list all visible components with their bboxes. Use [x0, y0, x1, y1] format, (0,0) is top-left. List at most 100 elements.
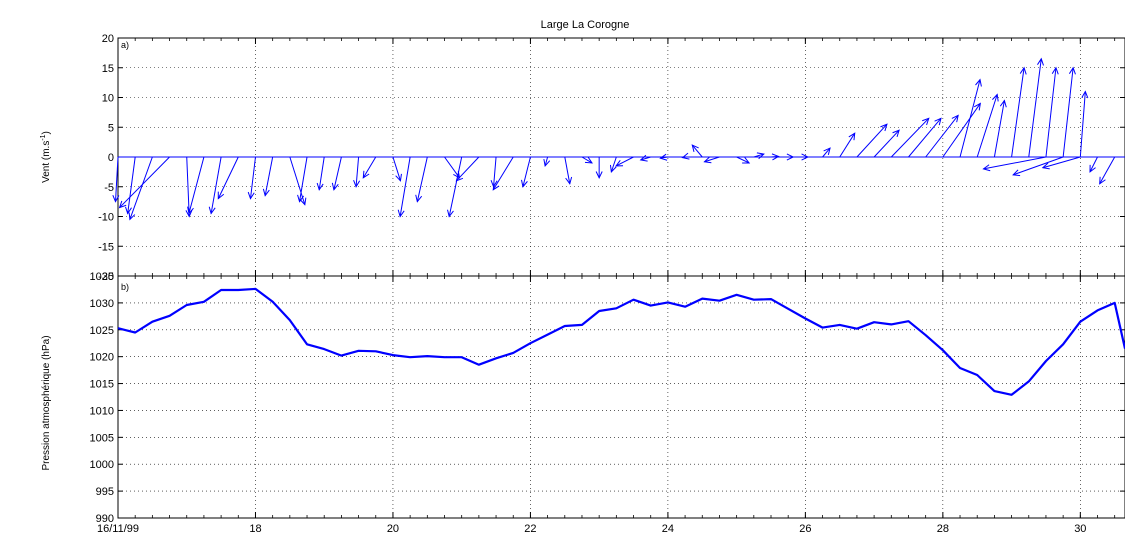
pressure-ytick-label: 1000 — [90, 459, 114, 471]
wind-vector-head — [982, 164, 991, 172]
wind-vector-head — [1089, 164, 1096, 173]
wind-vector-head — [1099, 176, 1106, 185]
wind-vector — [942, 102, 981, 158]
wind-vector — [492, 156, 514, 191]
wind-vector — [297, 156, 308, 203]
wind-vector-head — [112, 194, 120, 203]
pressure-ytick-label: 1005 — [90, 432, 114, 444]
wind-vector — [581, 156, 593, 164]
wind-vector — [839, 132, 856, 158]
wind-vectors — [112, 57, 1125, 221]
wind-vector-head — [1081, 90, 1089, 99]
wind-vector-head — [922, 117, 930, 126]
wind-vector — [681, 152, 690, 160]
wind-vector-shaft — [1045, 67, 1057, 158]
wind-vector — [1041, 156, 1081, 170]
wind-vector-shaft — [873, 129, 900, 158]
wind-vector-head — [331, 182, 339, 191]
wind-vector-head — [247, 191, 255, 200]
wind-vector-head — [992, 93, 999, 102]
wind-vector-shaft — [753, 153, 764, 158]
wind-vector-shaft — [983, 156, 1047, 170]
wind-vector-shaft — [1062, 67, 1074, 158]
wind-vector — [1099, 156, 1116, 185]
wind-vector-shaft — [942, 103, 981, 158]
pressure-ytick-label: 1030 — [90, 298, 114, 310]
wind-vector-shaft — [362, 156, 377, 179]
wind-vector-head — [880, 123, 888, 132]
wind-vector-head — [415, 194, 423, 203]
wind-vector-shaft — [444, 156, 460, 179]
wind-vector — [703, 156, 720, 164]
wind-vector-shaft — [640, 156, 651, 161]
wind-ylabel-sup: -1 — [40, 134, 47, 140]
wind-vector — [786, 153, 795, 161]
wind-vector-head — [691, 144, 699, 153]
pressure-xtick-label: 30 — [1074, 523, 1086, 535]
pressure-axis: 990 995 1000 1005 1010 1015 1020 1025 1030 1035 16… — [90, 271, 1125, 535]
wind-vector-shaft — [1089, 156, 1098, 173]
wind-vector-shaft — [544, 156, 549, 167]
wind-vector-head — [125, 206, 132, 215]
wind-vector-shaft — [210, 156, 222, 214]
wind-vector — [185, 156, 193, 218]
pressure-xtick-label: 16/11/99 — [97, 523, 139, 535]
wind-vector-head — [951, 114, 959, 123]
wind-vector-shaft — [615, 156, 634, 167]
wind-vector-shaft — [249, 156, 256, 199]
wind-vector — [908, 117, 942, 158]
wind-vector-shaft — [908, 118, 942, 158]
wind-ytick-label: -15 — [98, 241, 114, 253]
wind-vector-head — [208, 206, 216, 215]
wind-vector — [976, 93, 999, 158]
wind-vector-shaft — [115, 156, 119, 202]
wind-vector — [362, 156, 377, 179]
wind-ylabel-main: Vent (m.s — [41, 141, 52, 183]
wind-vector-shaft — [822, 147, 831, 158]
wind-vector-shaft — [493, 156, 497, 187]
wind-vector-head — [615, 160, 624, 167]
wind-vector — [444, 156, 461, 179]
wind-vector-head — [801, 153, 810, 161]
wind-vector-shaft — [188, 156, 205, 214]
wind-vector-head — [823, 147, 831, 155]
wind-vector — [1028, 57, 1044, 158]
wind-vector — [659, 153, 668, 161]
wind-vector-head — [316, 182, 324, 191]
wind-ytick-label: 20 — [102, 33, 114, 45]
wind-vector — [447, 156, 463, 218]
wind-vector-shaft — [1012, 156, 1064, 176]
wind-vector-head — [521, 179, 528, 188]
wind-vector-head — [848, 132, 856, 141]
wind-vector-shaft — [1099, 156, 1116, 185]
wind-vector-shaft — [333, 156, 342, 190]
wind-vector-shaft — [856, 123, 888, 158]
wind-vector — [595, 157, 603, 179]
wind-ytick-label: 10 — [102, 93, 114, 105]
wind-vector — [1045, 66, 1059, 158]
wind-vector — [993, 99, 1007, 158]
wind-vector-head — [187, 206, 194, 215]
pressure-panel: 990 995 1000 1005 1010 1015 1020 1025 1030 1035 16… — [41, 271, 1125, 535]
wind-vector — [289, 156, 307, 206]
wind-vector-head — [543, 158, 551, 168]
wind-vector — [415, 156, 428, 203]
wind-vector — [770, 153, 780, 161]
wind-vector — [262, 156, 274, 197]
wind-vector — [397, 156, 411, 218]
chart-title: Large La Corogne — [541, 19, 630, 31]
wind-vector — [392, 156, 402, 182]
pressure-series-line — [117, 287, 1125, 396]
wind-vector — [490, 156, 498, 188]
wind-vector — [982, 156, 1047, 172]
wind-vector-shaft — [1079, 91, 1086, 158]
wind-vector-head — [975, 78, 982, 87]
wind-vector-head — [756, 152, 765, 160]
wind-vector — [801, 153, 810, 161]
wind-vector-head — [1041, 162, 1050, 170]
wind-vector-shaft — [839, 132, 856, 158]
wind-vector — [822, 147, 831, 158]
wind-vector-shaft — [610, 156, 617, 173]
wind-vector-head — [786, 153, 795, 161]
